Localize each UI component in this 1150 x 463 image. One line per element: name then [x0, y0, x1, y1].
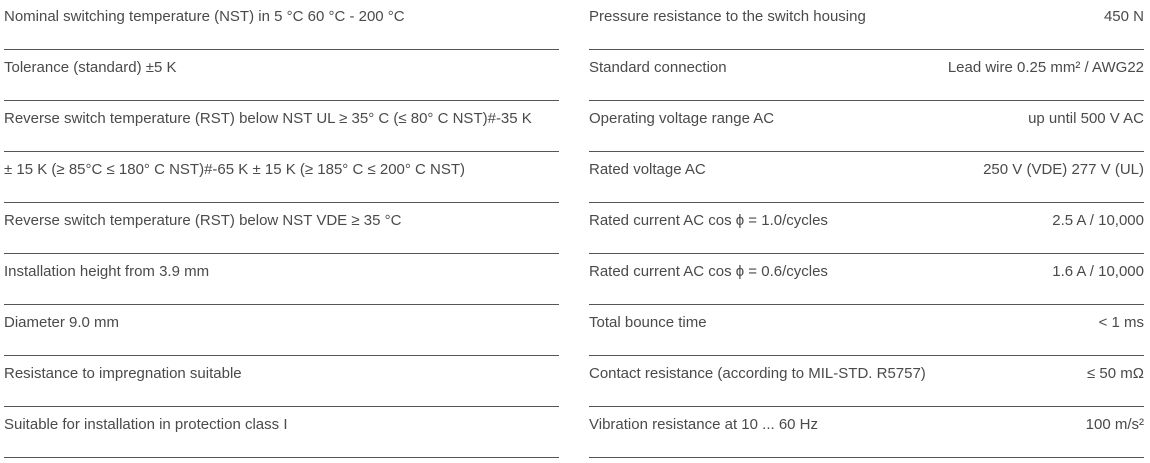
spec-label: Rated current AC cos ϕ = 0.6/cycles	[589, 263, 828, 280]
spec-label: Contact resistance (according to MIL-STD…	[589, 365, 926, 382]
spec-row: Rated current AC cos ϕ = 0.6/cycles 1.6 A…	[589, 255, 1144, 305]
spec-value: ≤ 50 mΩ	[1087, 365, 1144, 382]
spec-text: Nominal switching temperature (NST) in 5…	[4, 8, 405, 25]
spec-label: Total bounce time	[589, 314, 707, 331]
spec-value: Lead wire 0.25 mm² / AWG22	[947, 59, 1144, 76]
spec-value: 1.6 A / 10,000	[1052, 263, 1144, 280]
spec-text: Resistance to impregnation suitable	[4, 365, 242, 382]
spec-label: Standard connection	[589, 59, 727, 76]
spec-label: Pressure resistance to the switch housin…	[589, 8, 866, 25]
spec-row: Reverse switch temperature (RST) below N…	[4, 204, 559, 254]
spec-row: Diameter 9.0 mm	[4, 306, 559, 356]
spec-row: Suitable for installation in protection …	[4, 408, 559, 458]
spec-value: 2.5 A / 10,000	[1052, 212, 1144, 229]
spec-label: Vibration resistance at 10 ... 60 Hz	[589, 416, 819, 433]
spec-row: Pressure resistance to the switch housin…	[589, 0, 1144, 50]
spec-text: Reverse switch temperature (RST) below N…	[4, 212, 402, 229]
spec-row: Rated current AC cos ϕ = 1.0/cycles 2.5 A…	[589, 204, 1144, 254]
spec-row: ± 15 K (≥ 85°C ≤ 180° C NST)#-65 K ± 15 …	[4, 153, 559, 203]
spec-row: Total bounce time < 1 ms	[589, 306, 1144, 356]
spec-label: Rated current AC cos ϕ = 1.0/cycles	[589, 212, 828, 229]
spec-row: Operating voltage range AC up until 500 V…	[589, 102, 1144, 152]
spec-text: Reverse switch temperature (RST) below N…	[4, 110, 532, 127]
spec-value: < 1 ms	[1098, 314, 1144, 331]
spec-label: Rated voltage AC	[589, 161, 706, 178]
left-spec-list: Nominal switching temperature (NST) in 5…	[4, 0, 559, 459]
spec-text: ± 15 K (≥ 85°C ≤ 180° C NST)#-65 K ± 15 …	[4, 161, 466, 178]
spec-text: Tolerance (standard) ±5 K	[4, 59, 177, 76]
spec-row: Vibration resistance at 10 ... 60 Hz 100 …	[589, 408, 1144, 458]
spec-value: 250 V (VDE) 277 V (UL)	[983, 161, 1144, 178]
spec-row: Nominal switching temperature (NST) in 5…	[4, 0, 559, 50]
spec-text: Suitable for installation in protection …	[4, 416, 288, 433]
spec-row: Rated voltage AC 250 V (VDE) 277 V (UL)	[589, 153, 1144, 203]
spec-value: up until 500 V AC	[1028, 110, 1144, 127]
spec-text: Installation height from 3.9 mm	[4, 263, 210, 280]
spec-text: Diameter 9.0 mm	[4, 314, 120, 331]
spec-row: Installation height from 3.9 mm	[4, 255, 559, 305]
spec-row: Contact resistance (according to MIL-STD…	[589, 357, 1144, 407]
spec-value: 100 m/s²	[1085, 416, 1144, 433]
spec-row: Tolerance (standard) ±5 K	[4, 51, 559, 101]
spec-value: 450 N	[1103, 8, 1144, 25]
right-spec-list: Pressure resistance to the switch housin…	[589, 0, 1144, 459]
spec-row: Resistance to impregnation suitable	[4, 357, 559, 407]
spec-row: Standard connection Lead wire 0.25 mm² / …	[589, 51, 1144, 101]
spec-label: Operating voltage range AC	[589, 110, 775, 127]
spec-row: Reverse switch temperature (RST) below N…	[4, 102, 559, 152]
